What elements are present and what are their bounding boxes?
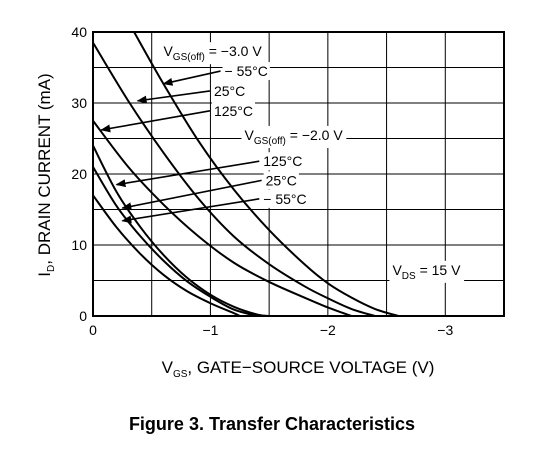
tick-labels: 0 −1 −2 −3 0 10 20 30 40	[71, 24, 453, 338]
condition-label: VDS = 15 V	[392, 262, 461, 282]
x-tick-label: −3	[437, 322, 453, 338]
figure-caption: Figure 3. Transfer Characteristics	[129, 414, 415, 434]
annotation-label-g0-25: 25°C	[214, 83, 245, 99]
annotation-label-g0-125: 125°C	[214, 103, 253, 119]
annotation-bg-g1-25	[263, 171, 299, 190]
annotation-arrow-g1-m55	[121, 198, 260, 224]
annotation-bg-g1-m55	[261, 189, 309, 208]
annotation-label-g1-m55: − 55°C	[263, 191, 306, 207]
condition-label-bg	[389, 260, 465, 283]
annotation-arrow-g0-125	[100, 110, 211, 133]
annotation-label-g1-125: 125°C	[263, 153, 302, 169]
annotation-arrow-g1-25	[121, 179, 262, 211]
annotation-bg-g0-25	[211, 81, 248, 100]
series-line-0	[133, 31, 399, 317]
annotation-label-g0-m55: − 55°C	[225, 63, 268, 79]
y-tick-label: 20	[71, 166, 87, 182]
annotation-bg-g0-m55	[222, 62, 270, 81]
y-tick-label: 10	[71, 237, 87, 253]
series-line-3	[92, 194, 241, 317]
x-tick-label: −2	[320, 322, 336, 338]
series-line-2	[92, 120, 352, 317]
x-axis-title: VGS, GATE−SOURCE VOLTAGE (V)	[162, 358, 435, 380]
grid	[92, 31, 505, 317]
annotation-label-g1-25: 25°C	[266, 172, 297, 188]
annotation-bg-g0-125	[211, 101, 256, 120]
annotation-bg-g1-125	[261, 152, 305, 171]
x-tick-label: −1	[202, 322, 218, 338]
y-tick-label: 0	[79, 308, 87, 324]
series-line-4	[92, 166, 258, 317]
annotation-arrow-g1-125	[115, 160, 260, 188]
group-label-0-bg	[160, 42, 266, 65]
y-tick-label: 40	[71, 24, 87, 40]
annotation-arrow-g0-m55	[162, 70, 221, 86]
y-axis-title: ID, DRAIN CURRENT (mA)	[35, 73, 57, 276]
group-label-1: VGS(off) = −2.0 V	[244, 127, 343, 147]
annotation-layer: VGS(off) = −3.0 V VGS(off) = −2.0 V − 55°C…	[100, 42, 465, 283]
annotation-arrow-g0-25	[136, 90, 211, 104]
y-tick-label: 30	[71, 95, 87, 111]
plot-frame	[92, 31, 505, 317]
x-tick-label: 0	[89, 322, 97, 338]
group-label-0: VGS(off) = −3.0 V	[163, 43, 262, 63]
group-label-1-bg	[241, 125, 347, 148]
